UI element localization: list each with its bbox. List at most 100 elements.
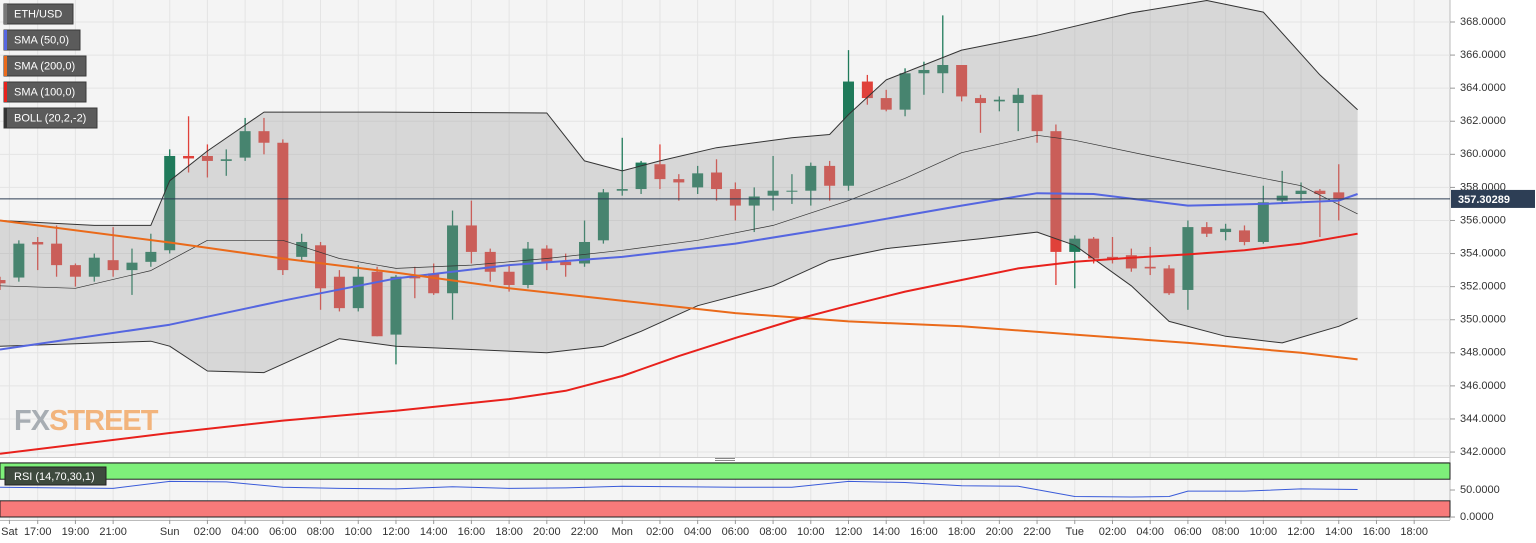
- candle-body: [1163, 268, 1175, 294]
- candle-body: [1238, 230, 1250, 242]
- candle-body: [635, 162, 647, 190]
- y-tick-label: 50.0000: [1460, 484, 1500, 496]
- candle-body: [1333, 192, 1345, 199]
- legend-item[interactable]: SMA (200,0): [3, 55, 87, 77]
- y-tick-label: 346.0000: [1460, 380, 1506, 392]
- candle-body: [296, 241, 308, 257]
- last-price-box: [1451, 189, 1535, 208]
- x-tick-label: 10:00: [344, 526, 372, 538]
- y-tick-label: 342.0000: [1460, 446, 1506, 458]
- candle-body: [937, 65, 949, 74]
- candle-body: [409, 276, 421, 279]
- candle-body: [711, 172, 723, 190]
- y-tick-label: 360.0000: [1460, 148, 1506, 160]
- x-tick-label: 21:00: [99, 526, 127, 538]
- x-tick-label: 18:00: [948, 526, 976, 538]
- x-tick-label: 08:00: [759, 526, 787, 538]
- x-tick-label: 10:00: [1250, 526, 1278, 538]
- candle-body: [956, 65, 968, 97]
- x-tick-label: 08:00: [1212, 526, 1240, 538]
- candle-body: [0, 280, 6, 284]
- rsi-label: RSI (14,70,30,1): [14, 471, 95, 483]
- y-tick-label: 354.0000: [1460, 247, 1506, 259]
- x-tick-label: 06:00: [1174, 526, 1202, 538]
- candle-body: [880, 98, 892, 110]
- candle-body: [164, 155, 176, 251]
- candle-body: [201, 155, 213, 161]
- candle-body: [1314, 190, 1326, 195]
- candle-body: [673, 179, 685, 183]
- x-tick-label: 12:00: [835, 526, 863, 538]
- legend-label: SMA (100,0): [14, 86, 75, 98]
- x-tick-label: 10:00: [797, 526, 825, 538]
- rsi-line: [0, 480, 1358, 498]
- x-tick-label: 17:00: [24, 526, 52, 538]
- x-tick-label: 06:00: [722, 526, 750, 538]
- candle-body: [258, 131, 270, 143]
- candle-body: [465, 225, 477, 252]
- legend-swatch: [4, 108, 7, 128]
- legend-swatch: [4, 56, 7, 76]
- candle-body: [1182, 227, 1194, 290]
- bollinger-lower: [0, 231, 1358, 374]
- y-tick-label: 362.0000: [1460, 115, 1506, 127]
- legend-item[interactable]: RSI (14,70,30,1): [4, 466, 107, 486]
- candle-body: [1050, 131, 1062, 252]
- legend-label: SMA (200,0): [14, 60, 75, 72]
- candle-body: [371, 271, 383, 337]
- y-tick-label: 352.0000: [1460, 281, 1506, 293]
- bollinger-middle: [0, 134, 1358, 289]
- candle-body: [541, 248, 553, 262]
- x-tick-label: 04:00: [684, 526, 712, 538]
- x-tick-label: 04:00: [1136, 526, 1164, 538]
- x-tick-label: 08:00: [307, 526, 335, 538]
- candle-body: [1276, 195, 1288, 201]
- watermark: FXSTREET: [14, 405, 159, 437]
- x-tick-label: 12:00: [382, 526, 410, 538]
- legend-item[interactable]: SMA (100,0): [3, 81, 87, 103]
- x-tick-label: 16:00: [458, 526, 486, 538]
- x-tick-label: 12:00: [1287, 526, 1315, 538]
- candle-body: [1106, 256, 1118, 259]
- candle-body: [616, 189, 628, 191]
- candle-body: [729, 189, 741, 206]
- candle-body: [1125, 255, 1137, 269]
- x-tick-label: 18:00: [495, 526, 523, 538]
- legend-item[interactable]: BOLL (20,2,-2): [3, 107, 98, 129]
- candle-body: [748, 196, 760, 206]
- x-tick-label: 16:00: [910, 526, 938, 538]
- legend-label: SMA (50,0): [14, 34, 69, 46]
- x-tick-label: 14:00: [420, 526, 448, 538]
- candle-body: [1220, 228, 1232, 233]
- candle-body: [805, 165, 817, 191]
- bollinger-band: [0, 0, 1358, 373]
- candle-body: [560, 261, 572, 266]
- candle-body: [428, 273, 440, 294]
- candle-body: [220, 159, 232, 161]
- y-tick-label: 348.0000: [1460, 347, 1506, 359]
- x-tick-label: 02:00: [646, 526, 674, 538]
- watermark-part: STREET: [49, 405, 159, 437]
- legend-item[interactable]: SMA (50,0): [3, 29, 81, 51]
- candle-body: [69, 265, 81, 277]
- last-price-label: 357.30289: [1458, 194, 1510, 206]
- candle-body: [1031, 94, 1043, 132]
- candle-body: [861, 81, 873, 99]
- candle-body: [579, 241, 591, 264]
- x-tick-label: 19:00: [62, 526, 90, 538]
- legend-swatch: [4, 82, 7, 102]
- x-tick-label: 22:00: [571, 526, 599, 538]
- sma-line: [0, 219, 1358, 361]
- overbought-zone: [0, 462, 1451, 480]
- legend-label: ETH/USD: [14, 8, 62, 20]
- candle-body: [145, 251, 157, 262]
- x-tick-label: 04:00: [231, 526, 259, 538]
- x-tick-label: 20:00: [986, 526, 1014, 538]
- candle-body: [899, 73, 911, 110]
- legend-box: [4, 466, 107, 486]
- candle-body: [843, 81, 855, 186]
- legend-item[interactable]: ETH/USD: [3, 3, 74, 25]
- candle-body: [1144, 266, 1156, 269]
- candle-body: [824, 165, 836, 186]
- divider-grip[interactable]: [715, 458, 735, 461]
